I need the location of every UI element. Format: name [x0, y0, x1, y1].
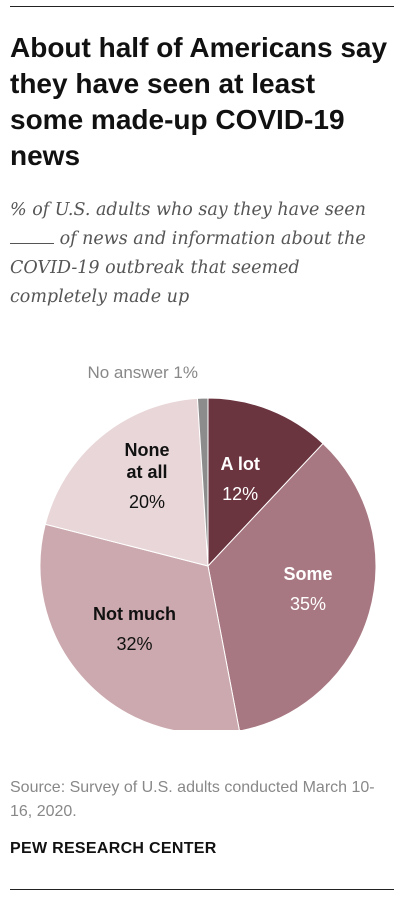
- pie-slice-not-much: [39, 523, 240, 730]
- slice-category-label: None: [124, 440, 169, 460]
- slice-category-label: Some: [284, 564, 333, 584]
- slice-label-no-answer: No answer 1%: [87, 363, 198, 382]
- slice-category-label: at all: [126, 462, 167, 482]
- slice-value-label: 32%: [117, 634, 153, 654]
- pie-slice-no-answer: [196, 397, 209, 567]
- slice-label-not-much: Not much 32%: [93, 604, 176, 654]
- slice-label-a-lot: A lot 12%: [220, 454, 259, 504]
- subtitle-part-2: of news and information about the COVID-…: [10, 229, 366, 307]
- source-note: Source: Survey of U.S. adults conducted …: [10, 779, 375, 820]
- slice-category-label: A lot: [220, 454, 259, 474]
- slice-label-some: Some 35%: [284, 564, 333, 614]
- slice-category-label: Not much: [93, 604, 176, 624]
- slice-value-label: 12%: [222, 484, 258, 504]
- pie-slice-none-at-all: [44, 397, 209, 567]
- subtitle-blank: [10, 229, 54, 244]
- chart-subtitle: % of U.S. adults who say they have seen …: [10, 196, 394, 312]
- top-rule: [10, 6, 394, 7]
- slice-value-label: 35%: [290, 594, 326, 614]
- subtitle-part-1: % of U.S. adults who say they have seen: [10, 200, 366, 220]
- slice-value-label: 20%: [129, 492, 165, 512]
- pie-slice-a-lot: [207, 397, 324, 568]
- pie-slice-some: [207, 442, 377, 730]
- brand-label: PEW RESEARCH CENTER: [10, 840, 217, 857]
- bottom-rule: [10, 889, 394, 890]
- chart-title: About half of Americans say they have se…: [10, 32, 388, 171]
